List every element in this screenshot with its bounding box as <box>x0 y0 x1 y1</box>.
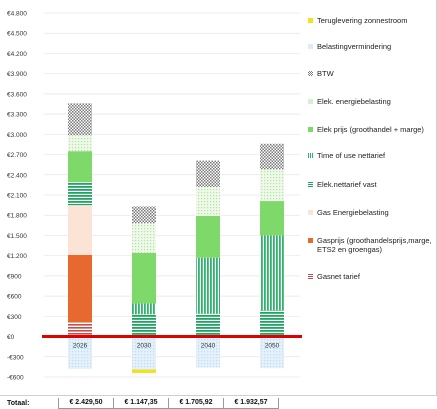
bar-2050-belastingvermindering <box>260 336 284 369</box>
bar-2026-gas-energiebelasting <box>68 205 92 255</box>
bar-2026-elek-prijs-groothandel-marge <box>68 151 92 183</box>
bar-2030-elek-nettarief-vast <box>132 314 156 337</box>
bar-2040-time-of-use-nettarief <box>196 257 220 314</box>
x-tick-label: 2026 <box>73 343 88 350</box>
y-tick-label: €3.600 <box>7 91 27 98</box>
legend-swatch <box>308 210 313 215</box>
legend-label: Gasnet tarief <box>317 272 360 281</box>
y-tick-label: €2.400 <box>7 172 27 179</box>
legend-item-elek-energiebelasting: Elek. energiebelasting <box>308 97 437 106</box>
y-tick-label: €1.200 <box>7 253 27 260</box>
legend-item-elek-nettarief-vast: Elek.nettarief vast <box>308 180 437 189</box>
total-2026: € 2.429,50 <box>58 398 114 409</box>
bar-2050-elek-nettarief-vast <box>260 310 284 337</box>
total-2030: € 1.147,35 <box>114 398 169 409</box>
y-tick-label: €300 <box>7 314 22 321</box>
legend-label: Belastingvermindering <box>317 42 392 51</box>
bars <box>42 103 302 373</box>
legend-label: Gas Energiebelasting <box>317 208 389 217</box>
legend-label: BTW <box>317 69 334 78</box>
legend-item-gasnet-tarief: Gasnet tarief <box>308 272 437 281</box>
bar-2030-elek-prijs-groothandel-marge <box>132 252 156 304</box>
y-tick-label: €3.300 <box>7 112 27 119</box>
y-tick-label: €2.100 <box>7 193 27 200</box>
bar-2026-elek-nettarief-vast <box>68 182 92 206</box>
y-tick-label: €4.500 <box>7 31 27 38</box>
legend-swatch <box>308 153 313 158</box>
y-tick-label: €0 <box>7 334 15 341</box>
legend-swatch <box>308 71 313 76</box>
legend-swatch <box>308 274 313 279</box>
bar-2030-belastingvermindering <box>132 336 156 370</box>
legend-swatch <box>308 127 313 132</box>
bar-2050-btw <box>260 143 284 170</box>
bar-2026-belastingvermindering <box>68 336 92 369</box>
x-tick-label: 2040 <box>201 343 216 350</box>
bar-2026-gasprijs-groothandelsprijs-marge-ets2-en-groengas <box>68 254 92 323</box>
legend-item-gasprijs-groothandelsprijs-marge-ets2-en-groengas: Gasprijs (groothandelsprijs,marge, ETS2 … <box>308 236 437 254</box>
stacked-bar-chart: €4.800 €4.500 €4.200 €3.900 €3.600 €3.300 €3.0… <box>7 11 302 382</box>
y-tick-label: €3.900 <box>7 71 27 78</box>
bar-2030-btw <box>132 206 156 224</box>
total-2040: € 1.705,92 <box>169 398 224 409</box>
y-tick-label: €1.500 <box>7 233 27 240</box>
bar-2026-gasnet-tarief <box>68 322 92 337</box>
y-tick-label: €1.800 <box>7 213 27 220</box>
bar-2040-btw <box>196 160 220 187</box>
bar-2040-belastingvermindering <box>196 336 220 368</box>
bar-2050-elek-prijs-groothandel-marge <box>260 201 284 236</box>
y-tick-label: €2.700 <box>7 152 27 159</box>
y-tick-label: €4.800 <box>7 11 27 18</box>
total-2050: € 1.932,57 <box>224 398 279 409</box>
y-tick-label: €600 <box>7 294 22 301</box>
legend-label: Elek prijs (groothandel + marge) <box>317 125 424 134</box>
bar-2040-elek-prijs-groothandel-marge <box>196 215 220 258</box>
bar-2050-time-of-use-nettarief <box>260 235 284 311</box>
chart-frame: €4.800 €4.500 €4.200 €3.900 €3.600 €3.300 €3.0… <box>0 0 437 396</box>
legend-item-btw: BTW <box>308 69 437 78</box>
legend-item-time-of-use-nettarief: Time of use nettarief <box>308 151 437 160</box>
totals-label: Totaal: <box>7 400 30 407</box>
legend-label: Elek.nettarief vast <box>317 180 377 189</box>
y-tick-label: €900 <box>7 273 22 280</box>
bar-2050-elek-energiebelasting <box>260 169 284 202</box>
legend-item-teruglevering-zonnestroom: Teruglevering zonnestroom <box>308 16 437 25</box>
y-tick-label: €3.000 <box>7 132 27 139</box>
totals-row: Totaal: € 2.429,50 € 1.147,35 € 1.705,92… <box>0 398 279 409</box>
bar-2030-teruglevering-zonnestroom <box>132 369 156 373</box>
legend-swatch <box>308 238 313 243</box>
bar-2040-elek-energiebelasting <box>196 186 220 216</box>
y-axis: €4.800 €4.500 €4.200 €3.900 €3.600 €3.300 €3.0… <box>7 11 27 382</box>
legend-item-gas-energiebelasting: Gas Energiebelasting <box>308 208 437 217</box>
legend-swatch <box>308 18 313 23</box>
y-tick-label: €4.200 <box>7 51 27 58</box>
x-axis-labels: 2026 2030 2040 2050 <box>73 343 280 350</box>
legend-label: Time of use nettarief <box>317 151 386 160</box>
legend-item-belastingvermindering: Belastingvermindering <box>308 42 437 51</box>
legend-label: Elek. energiebelasting <box>317 97 391 106</box>
legend-swatch <box>308 44 313 49</box>
legend-item-elek-prijs-groothandel-marge: Elek prijs (groothandel + marge) <box>308 125 437 134</box>
y-tick-label: -€300 <box>7 354 24 361</box>
bar-2040-elek-nettarief-vast <box>196 313 220 337</box>
bar-2026-btw <box>68 103 92 136</box>
legend-label: Gasprijs (groothandelsprijs,marge, ETS2 … <box>317 236 432 254</box>
x-tick-label: 2030 <box>137 343 152 350</box>
bar-2030-elek-energiebelasting <box>132 223 156 253</box>
legend-swatch <box>308 182 313 187</box>
bar-2026-elek-energiebelasting <box>68 135 92 152</box>
legend-swatch <box>308 99 313 104</box>
x-tick-label: 2050 <box>265 343 280 350</box>
bar-2030-time-of-use-nettarief <box>132 303 156 315</box>
legend-label: Teruglevering zonnestroom <box>317 16 408 25</box>
y-tick-label: -€600 <box>7 375 24 382</box>
